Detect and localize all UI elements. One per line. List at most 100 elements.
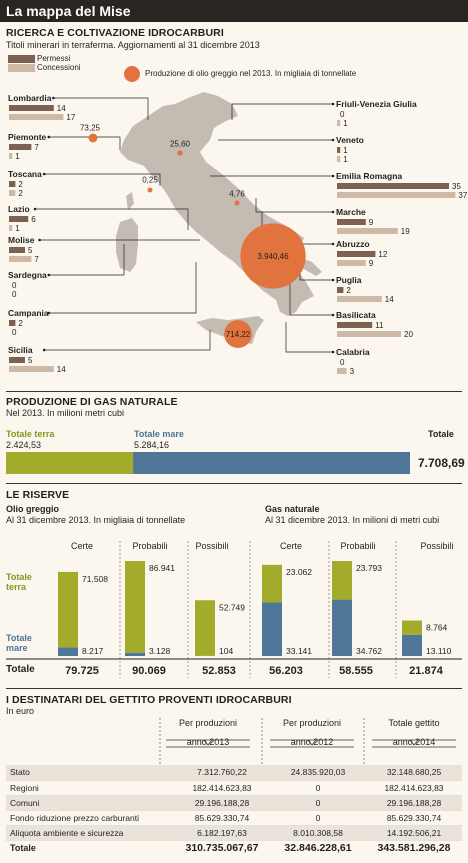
gas-terra-value: 2.424,53 [6, 440, 42, 450]
row-value: 0 [270, 810, 366, 826]
production-circle [177, 150, 183, 156]
row-label: Fondo riduzione prezzo carburanti [6, 810, 174, 826]
value-totale: 52.853 [202, 665, 236, 677]
value-concessioni: 7 [34, 255, 39, 264]
row-label: Aliquota ambiente e sicurezza [6, 825, 174, 841]
bar-permessi [337, 147, 341, 153]
bar-concessioni [9, 190, 16, 196]
destinatari-table: Stato 7.312.760,22 24.835.920,03 32.148.680… [6, 765, 462, 855]
bar-permessi [9, 216, 29, 222]
production-label: 4,76 [229, 190, 245, 199]
value-concessioni: 1 [15, 152, 20, 161]
bar-permessi [9, 320, 16, 326]
leader-dot [42, 172, 46, 176]
legend-label-permessi: Permessi [37, 54, 71, 63]
table-row: Regioni 182.414.623,83 0 182.414.623,83 [6, 780, 462, 796]
gas-title: PRODUZIONE DI GAS NATURALE [6, 396, 178, 408]
leader-dot [331, 138, 335, 142]
bar-terra [125, 561, 145, 653]
sardinia-shape [116, 218, 138, 272]
leader-dot [331, 242, 335, 246]
value-concessioni: 0 [12, 290, 17, 299]
value-concessioni: 1 [343, 155, 348, 164]
col-header-2014-line2: anno 2014 [392, 737, 436, 747]
page-title: La mappa del Mise [6, 3, 131, 19]
leader-dot [38, 238, 41, 242]
bar-permessi [337, 251, 376, 257]
value-permessi: 2 [18, 319, 23, 328]
production-circle [224, 320, 252, 348]
row-value: 32.148.680,25 [366, 765, 462, 781]
production-circles: 73,25 25,60 0,25 4,76 3.940,46 714,22 [80, 124, 306, 348]
value-mare: 8.217 [82, 646, 104, 656]
value-permessi: 1 [343, 146, 348, 155]
gas-riserve-subtitle: Al 31 dicembre 2013. In milioni di metri… [265, 515, 440, 525]
value-totale: 56.203 [269, 665, 303, 677]
title-bar: La mappa del Mise [0, 0, 468, 22]
bar-concessioni [337, 368, 347, 374]
riserve-chart: Certe 71.508 8.217 79.725 Probabili 86.941 3.1… [6, 541, 462, 678]
gas-totale-label: Totale [428, 429, 454, 439]
leader-dot [331, 313, 335, 317]
row-label: Regioni [6, 780, 174, 796]
gas-mare-value: 5.284,16 [134, 440, 170, 450]
leader-dot [331, 102, 335, 106]
legend-totale-mare-line1: Totale [6, 633, 32, 643]
ricerca-title: RICERCA E COLTIVAZIONE IDROCARBURI [6, 27, 224, 39]
col-label: Certe [71, 541, 93, 551]
bar-concessioni [9, 225, 13, 231]
value-mare: 13.110 [426, 646, 452, 656]
bar-terra [332, 561, 352, 600]
value-concessioni: 20 [404, 330, 413, 339]
leader-dot [52, 96, 55, 100]
region-label: Emilia Romagna [336, 171, 402, 181]
value-mare: 34.762 [356, 646, 382, 656]
total-value: 32.846.228,61 [284, 841, 352, 854]
region-label: Toscana [8, 169, 42, 179]
total-value: 310.735.067,67 [185, 841, 259, 854]
region-label: Veneto [336, 135, 364, 145]
region-label: Abruzzo [336, 239, 370, 249]
production-circle [147, 187, 153, 193]
bar-terra [262, 564, 282, 603]
bar-permessi [337, 219, 366, 225]
bar-permessi [9, 144, 32, 150]
value-permessi: 11 [375, 321, 384, 330]
gas-totale-value: 7.708,69 [418, 456, 465, 470]
leader-dot [331, 278, 335, 282]
production-circle [234, 200, 240, 206]
value-terra: 8.764 [426, 623, 448, 633]
value-permessi: 0 [340, 358, 345, 367]
legend-totale-terra: Totale terra [6, 572, 32, 592]
bar-terra [195, 600, 215, 656]
gas-riserve-title: Gas naturale [265, 504, 320, 514]
region-label: Piemonte [8, 132, 47, 142]
bar-concessioni [9, 114, 64, 120]
italy-map-chart: 73,25 25,60 0,25 4,76 3.940,46 714,22 Lombard… [8, 92, 468, 376]
production-circle [88, 133, 98, 143]
row-value: 7.312.760,22 [174, 765, 270, 781]
col-header-2012-line1: Per produzioni [282, 718, 342, 728]
riserve-group-gas-naturale: Certe 23.062 33.141 56.203 Probabili 23.793 34… [262, 541, 454, 678]
value-concessioni: 37 [458, 191, 467, 200]
region-bars: Lombardia1417Piemonte71Toscana22Lazio61M… [8, 93, 468, 376]
region-label: Sicilia [8, 345, 33, 355]
value-permessi: 14 [57, 104, 66, 113]
region-label: Molise [8, 235, 35, 245]
value-terra: 71.508 [82, 574, 108, 584]
bar-mare [262, 602, 282, 656]
region-label: Campania [8, 308, 49, 318]
value-permessi: 2 [346, 286, 351, 295]
row-value: 24.835.920,03 [270, 765, 366, 781]
row-value: 182.414.623,83 [366, 780, 462, 796]
legend-totale-terra-line1: Totale [6, 572, 32, 582]
col-header-2012: Per produzioni anno 2012 [264, 718, 360, 747]
table-row: Aliquota ambiente e sicurezza 6.182.197,6… [6, 825, 462, 841]
region-label: Lombardia [8, 93, 52, 103]
legend-totale-terra-line2: terra [6, 582, 27, 592]
legend-label-concessioni: Concessioni [37, 63, 81, 72]
